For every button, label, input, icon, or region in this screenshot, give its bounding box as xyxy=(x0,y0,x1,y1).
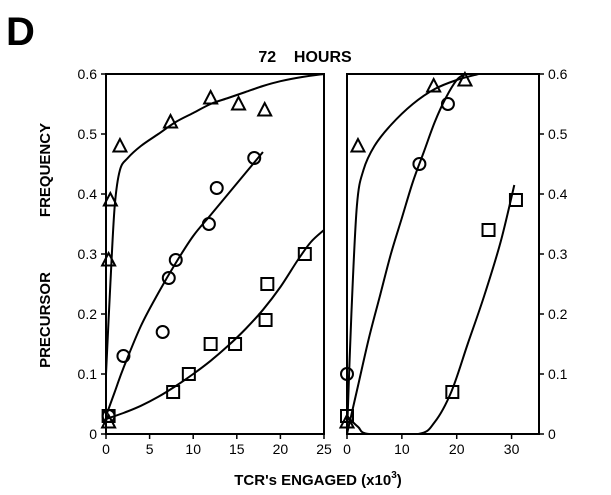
chart-title: 72 HOURS xyxy=(258,49,352,66)
triangle-marker xyxy=(425,76,442,93)
circle-marker xyxy=(412,157,427,171)
y-tick-label: 0.3 xyxy=(78,246,98,262)
y-tick-label: 0.4 xyxy=(548,186,568,202)
y-tick-label: 0.1 xyxy=(548,366,568,382)
circle-marker xyxy=(440,97,455,111)
plot-frame xyxy=(105,73,325,435)
square-marker xyxy=(481,223,496,237)
y-tick-label: 0.5 xyxy=(548,126,568,142)
square-marker xyxy=(181,367,196,381)
circle-marker xyxy=(201,217,216,231)
triangle-marker xyxy=(202,88,219,105)
circle-marker xyxy=(340,367,354,381)
x-tick-label: 20 xyxy=(449,441,465,457)
plot-frame xyxy=(346,73,540,435)
x-tick-label: 0 xyxy=(343,441,351,457)
triangle-marker xyxy=(230,94,247,111)
y-axis-label-frequency: FREQUENCY xyxy=(37,123,54,217)
square-marker xyxy=(260,277,275,291)
circle-fit-curve xyxy=(347,74,466,434)
y-tick-label: 0.2 xyxy=(548,306,568,322)
x-tick-label: 15 xyxy=(229,441,245,457)
circle-marker xyxy=(155,325,170,339)
x-tick-label: 0 xyxy=(102,441,110,457)
triangle-fit-curve xyxy=(106,74,324,375)
triangle-marker xyxy=(111,136,129,153)
circle-marker xyxy=(168,253,183,267)
square-marker xyxy=(258,313,273,327)
square-marker xyxy=(340,409,354,423)
triangle-marker xyxy=(162,112,179,129)
y-tick-label: 0.6 xyxy=(548,66,568,82)
circle-fit-curve xyxy=(106,151,264,417)
square-marker xyxy=(101,409,116,423)
y-tick-label: 0.3 xyxy=(548,246,568,262)
circle-marker xyxy=(209,181,224,195)
triangle-marker xyxy=(456,70,474,87)
left-panel: 0 5 10 15 20 25 0 0.1 0.2 0.3 0.4 0.5 0.6 xyxy=(78,66,332,457)
y-tick-label: 0.4 xyxy=(78,186,98,202)
triangle-fit-curve xyxy=(347,74,479,434)
x-tick-label: 10 xyxy=(394,441,410,457)
x-tick-label: 5 xyxy=(146,441,154,457)
x-tick-label: 25 xyxy=(316,441,332,457)
square-marker xyxy=(297,247,312,261)
triangle-marker xyxy=(349,136,367,153)
triangle-marker xyxy=(256,100,273,117)
square-fit-curve xyxy=(106,229,324,420)
y-tick-label: 0 xyxy=(548,426,556,442)
x-tick-label: 10 xyxy=(185,441,201,457)
triangle-marker xyxy=(100,250,117,267)
y-axis-label-precursor: PRECURSOR xyxy=(37,272,54,368)
circle-marker xyxy=(247,151,262,165)
triangle-marker xyxy=(102,190,119,207)
y-tick-label: 0.1 xyxy=(78,366,98,382)
y-tick-label: 0 xyxy=(89,426,97,442)
x-axis-label-text: TCR's ENGAGED (x10 xyxy=(234,472,391,489)
x-axis-label-exponent: 3 xyxy=(391,470,397,481)
x-tick-label: 30 xyxy=(504,441,520,457)
square-fit-curve xyxy=(347,184,516,434)
square-marker xyxy=(166,385,181,399)
circle-marker xyxy=(161,271,176,285)
square-marker xyxy=(203,337,218,351)
y-tick-label: 0.5 xyxy=(78,126,98,142)
panel-label: D xyxy=(6,10,35,54)
y-tick-label: 0.2 xyxy=(78,306,98,322)
y-axis-label-left: PRECURSOR FREQUENCY xyxy=(37,123,54,368)
square-marker xyxy=(228,337,243,351)
x-axis-label: TCR's ENGAGED (x103) xyxy=(234,470,402,489)
circle-marker xyxy=(116,349,131,363)
square-marker xyxy=(508,193,523,207)
x-tick-label: 20 xyxy=(273,441,289,457)
right-panel: 0 10 20 30 0 0.1 0.2 0.3 0.4 0.5 0.6 xyxy=(338,66,568,457)
square-marker xyxy=(445,385,460,399)
y-tick-label: 0.6 xyxy=(78,66,98,82)
x-axis-label-close: ) xyxy=(397,472,402,489)
